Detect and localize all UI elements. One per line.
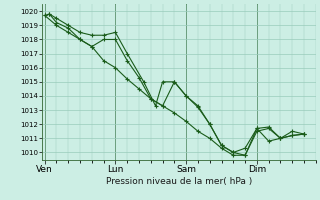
X-axis label: Pression niveau de la mer( hPa ): Pression niveau de la mer( hPa ) bbox=[106, 177, 252, 186]
